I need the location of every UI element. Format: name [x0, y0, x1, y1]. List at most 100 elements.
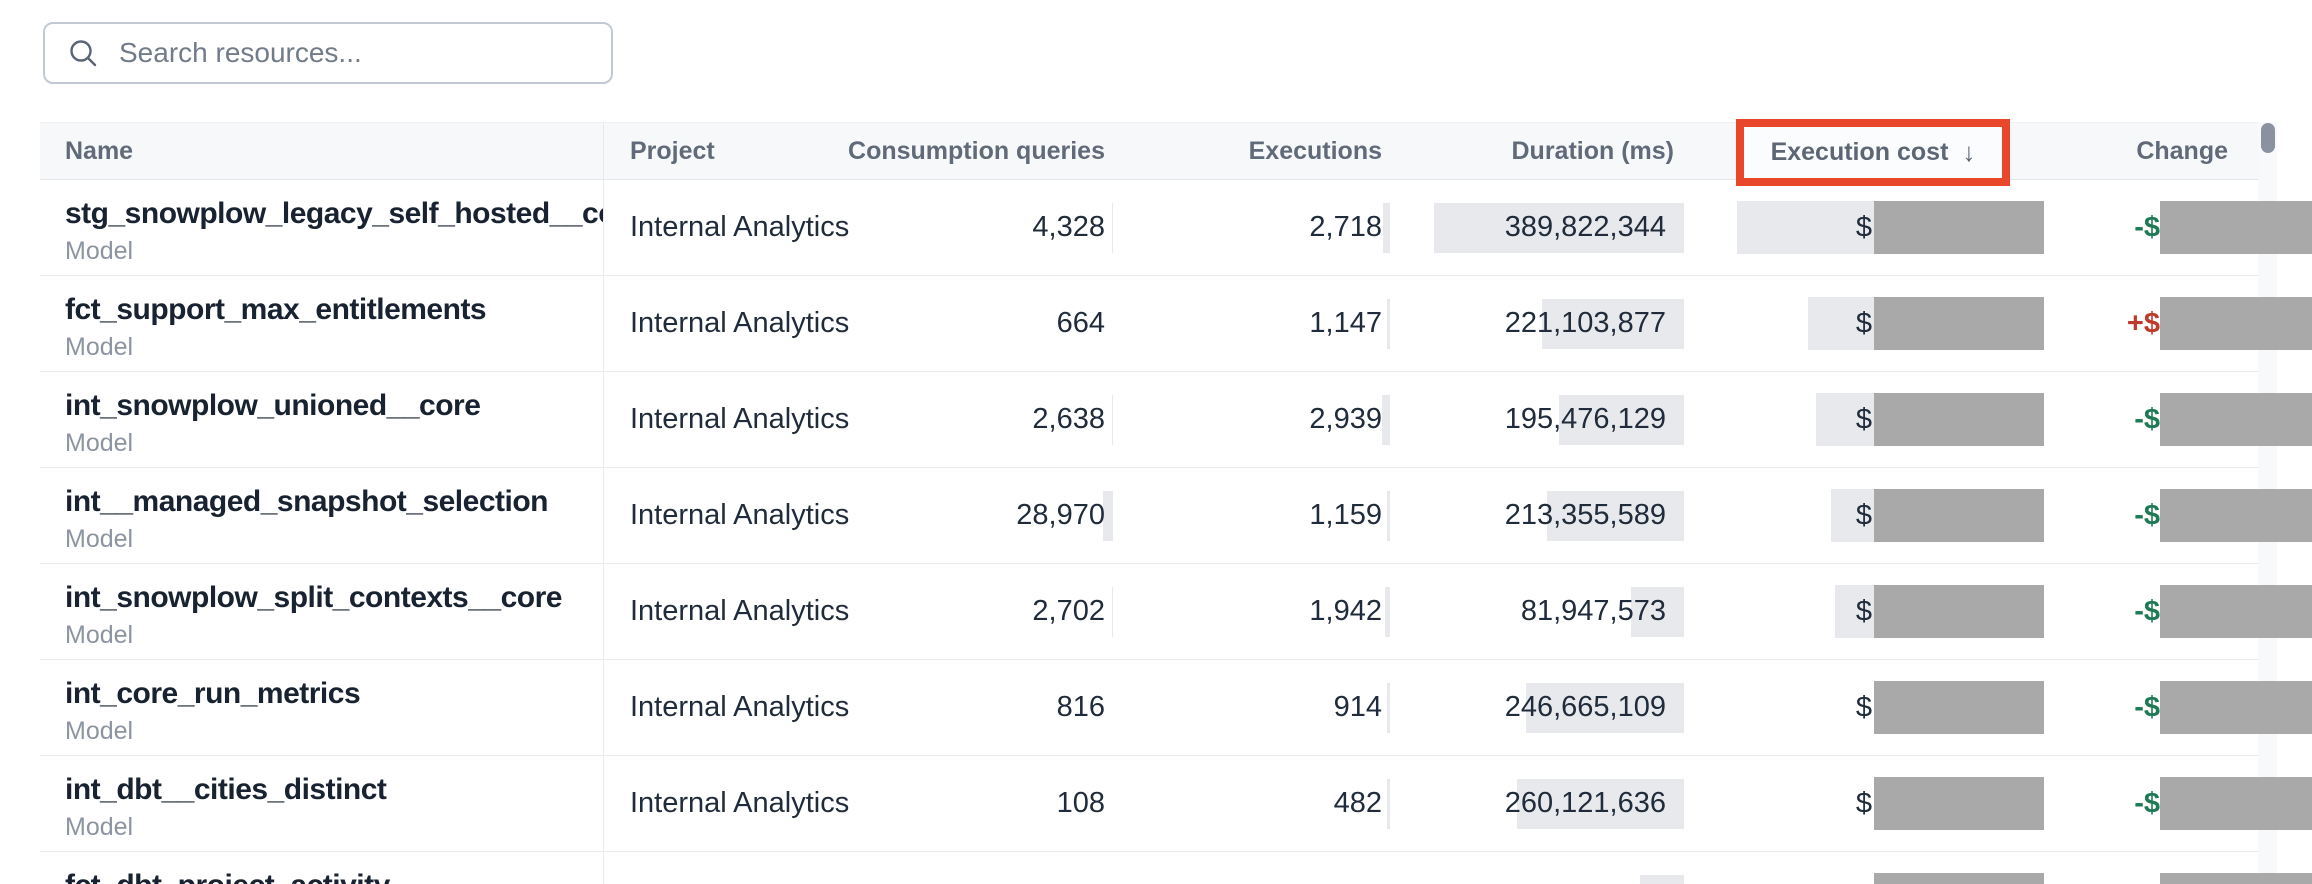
resource-type: Model — [65, 621, 134, 649]
change-prefix: -$ — [2134, 787, 2160, 819]
change-prefix: -$ — [2134, 691, 2160, 723]
duration-value: 260,121,636 — [1504, 787, 1666, 819]
executions-magnitude-bar — [1387, 683, 1390, 733]
executions-cell: 1,147 — [1115, 276, 1392, 371]
cost-magnitude-bar: $ — [1831, 489, 1874, 542]
table-header-row: Name Project Consumption queries Executi… — [40, 119, 2258, 186]
consumption-queries-value: 108 — [1056, 787, 1105, 819]
redacted-change-value — [2160, 873, 2312, 884]
resource-name: int_snowplow_unioned__core — [65, 389, 481, 422]
cost-magnitude-bar: $ — [1850, 681, 1874, 734]
consumption-queries-cell: 664 — [840, 276, 1115, 371]
redacted-cost-value — [1874, 489, 2044, 542]
consumption-queries-cell: 108 — [840, 756, 1115, 851]
search-bar — [43, 22, 613, 84]
change-cell: +$ — [2044, 276, 2312, 371]
scrollbar-thumb[interactable] — [2261, 123, 2275, 153]
cost-magnitude-bar: $ — [1850, 777, 1874, 830]
project-cell: Internal Analytics — [630, 403, 850, 435]
executions-magnitude-bar — [1387, 779, 1390, 829]
table-row[interactable]: int_snowplow_unioned__core Model Interna… — [40, 372, 2312, 468]
table-row[interactable]: int_dbt__cities_distinct Model Internal … — [40, 756, 2312, 852]
executions-cell: 2,718 — [1115, 180, 1392, 275]
resource-name: int_dbt__cities_distinct — [65, 773, 387, 806]
duration-cell: 389,822,344 — [1392, 180, 1684, 275]
executions-cell — [1115, 852, 1392, 884]
column-label: Duration (ms) — [1511, 136, 1675, 165]
consumption-queries-value: 2,702 — [1032, 595, 1105, 627]
redacted-cost-value — [1874, 201, 2044, 254]
executions-value: 2,939 — [1309, 403, 1382, 435]
search-input[interactable] — [117, 36, 589, 70]
column-header-name[interactable]: Name — [40, 123, 604, 179]
project-cell: Internal Analytics — [630, 499, 850, 531]
executions-value: 1,942 — [1309, 595, 1382, 627]
table-row[interactable]: fct_dbt_project_activity — [40, 852, 2312, 884]
change-cell: -$ — [2044, 660, 2312, 755]
redacted-change-value — [2160, 393, 2312, 446]
change-prefix: -$ — [2134, 211, 2160, 243]
execution-cost-cell: $ — [1684, 468, 2044, 563]
consumption-queries-value: 816 — [1056, 691, 1105, 723]
table-row[interactable]: fct_support_max_entitlements Model Inter… — [40, 276, 2312, 372]
cost-magnitude-bar — [1850, 873, 1874, 884]
duration-cell: 213,355,589 — [1392, 468, 1684, 563]
execution-cost-cell: $ — [1684, 276, 2044, 371]
name-cell: stg_snowplow_legacy_self_hosted__cor… Mo… — [40, 180, 604, 275]
column-header-change[interactable]: Change — [2044, 123, 2258, 179]
table-row[interactable]: int_snowplow_split_contexts__core Model … — [40, 564, 2312, 660]
consumption-queries-cell: 816 — [840, 660, 1115, 755]
executions-value: 1,159 — [1309, 499, 1382, 531]
duration-cell: 195,476,129 — [1392, 372, 1684, 467]
name-cell: int_core_run_metrics Model — [40, 660, 604, 755]
change-cell: -$ — [2044, 564, 2312, 659]
column-header-consumption-queries[interactable]: Consumption queries — [840, 123, 1115, 179]
duration-magnitude-bar — [1559, 395, 1684, 445]
duration-value: 221,103,877 — [1504, 307, 1666, 339]
cost-currency-symbol: $ — [1855, 403, 1872, 435]
duration-cell — [1392, 852, 1684, 884]
duration-magnitude-bar — [1547, 491, 1684, 541]
redacted-cost-value — [1874, 777, 2044, 830]
redacted-change-value — [2160, 681, 2312, 734]
duration-magnitude-bar — [1526, 683, 1684, 733]
change-cell — [2044, 852, 2312, 884]
change-prefix: +$ — [2126, 307, 2160, 339]
cost-magnitude-bar: $ — [1737, 201, 1874, 254]
name-cell: fct_dbt_project_activity — [40, 852, 604, 884]
table-row[interactable]: stg_snowplow_legacy_self_hosted__cor… Mo… — [40, 180, 2312, 276]
cost-magnitude-bar: $ — [1835, 585, 1874, 638]
table-row[interactable]: int__managed_snapshot_selection Model In… — [40, 468, 2312, 564]
execution-cost-cell: $ — [1684, 660, 2044, 755]
project-cell — [604, 852, 840, 884]
redacted-change-value — [2160, 585, 2312, 638]
redacted-cost-value — [1874, 681, 2044, 734]
column-header-project[interactable]: Project — [604, 123, 840, 179]
duration-value: 195,476,129 — [1504, 403, 1666, 435]
column-header-duration[interactable]: Duration (ms) — [1392, 123, 1684, 179]
executions-value: 2,718 — [1309, 211, 1382, 243]
change-prefix: -$ — [2134, 403, 2160, 435]
resource-name: int_core_run_metrics — [65, 677, 361, 710]
column-label: Execution cost — [1770, 138, 1949, 166]
column-header-execution-cost[interactable]: Execution cost ↓ — [1684, 119, 2044, 186]
project-cell: Internal Analytics — [630, 787, 850, 819]
execution-cost-cell — [1684, 852, 2044, 884]
consumption-queries-cell: 2,638 — [840, 372, 1115, 467]
duration-magnitude-bar — [1517, 779, 1684, 829]
resource-name: int__managed_snapshot_selection — [65, 485, 549, 518]
executions-cell: 2,939 — [1115, 372, 1392, 467]
executions-cell: 914 — [1115, 660, 1392, 755]
redacted-change-value — [2160, 489, 2312, 542]
redacted-cost-value — [1874, 585, 2044, 638]
cost-currency-symbol: $ — [1855, 595, 1872, 627]
resource-type: Model — [65, 237, 134, 265]
change-cell: -$ — [2044, 756, 2312, 851]
change-cell: -$ — [2044, 372, 2312, 467]
table-row[interactable]: int_core_run_metrics Model Internal Anal… — [40, 660, 2312, 756]
column-header-executions[interactable]: Executions — [1115, 123, 1392, 179]
consumption-queries-cell: 2,702 — [840, 564, 1115, 659]
project-cell: Internal Analytics — [630, 211, 850, 243]
column-label: Name — [65, 136, 134, 165]
cost-magnitude-bar: $ — [1816, 393, 1874, 446]
